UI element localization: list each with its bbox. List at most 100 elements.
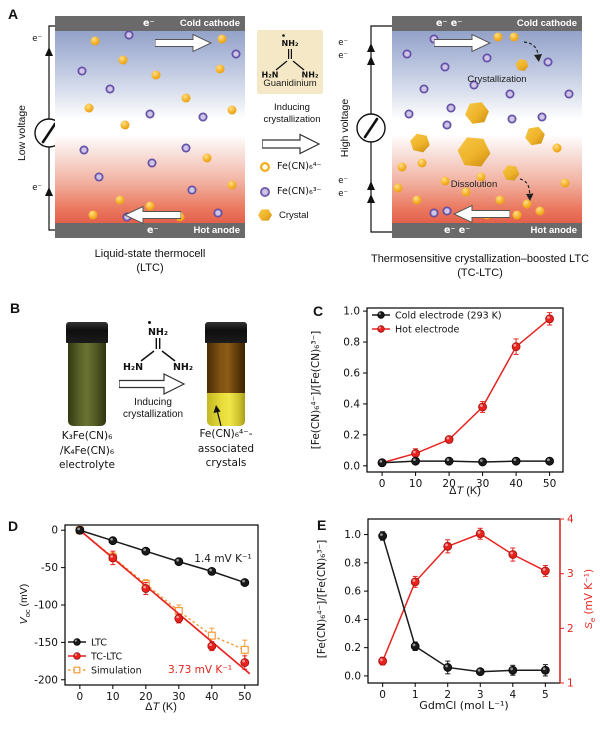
panel-c-xlabel: ΔT (K) (400, 484, 530, 498)
svg-text:0.4: 0.4 (344, 614, 361, 626)
nh2-right-label: NH₂ (302, 71, 319, 79)
ferricyanide-ion (429, 34, 439, 44)
legend-item-ferricyanide: Fe(CN)₆³⁻ (260, 186, 322, 197)
ferricyanide-ion (537, 112, 547, 122)
high-voltage-label: High voltage (339, 98, 351, 158)
ltc-caption-line2: (LTC) (136, 262, 164, 274)
ferrocyanide-ion (522, 199, 532, 209)
svg-text:-200: -200 (34, 674, 58, 686)
ylabel-part: oc (23, 609, 33, 618)
cold-cathode-bar: e⁻ e⁻ Cold cathode (392, 16, 582, 31)
hot-anode-bar: e⁻ e⁻ Hot anode (392, 223, 582, 238)
svg-text:1: 1 (567, 678, 574, 690)
panel-label-e: E (317, 517, 327, 533)
ferrocyanide-ion (118, 55, 128, 65)
ferrocyanide-ion (417, 158, 427, 168)
svg-text:50: 50 (238, 691, 251, 703)
crystallized-vial-crystals (207, 393, 245, 426)
crystallization-label: crystallization (263, 114, 321, 125)
voltmeter-icon (356, 113, 386, 143)
ylabel-part: e (588, 617, 598, 623)
ferrocyanide-ion (84, 103, 94, 113)
ferricyanide-ion (482, 53, 492, 63)
inducing-arrow (262, 133, 321, 155)
ltc-electrolyte (55, 30, 245, 223)
xlabel-part: Δ (145, 701, 153, 713)
ferrocyanide-ion (151, 70, 161, 80)
svg-text:0.2: 0.2 (343, 429, 360, 441)
guanidinium-box: NH₂ H₂N NH₂ Guanidinium (257, 30, 323, 94)
nh2-top-label: NH₂ (148, 327, 168, 338)
cold-cathode-label: Cold cathode (516, 18, 577, 29)
inducing-arrow-b (119, 373, 186, 395)
ferricyanide-ion (404, 109, 414, 119)
ferricyanide-ion (564, 89, 574, 99)
svg-text:40: 40 (509, 478, 522, 490)
plot-frame (366, 307, 564, 473)
svg-text:0.8: 0.8 (343, 337, 360, 349)
electron-arrow-up-icon (45, 187, 53, 196)
electron-arrow-up-icon (367, 56, 375, 65)
svg-text:50: 50 (543, 478, 556, 490)
xlabel-part: T (152, 701, 160, 713)
svg-text:20: 20 (442, 478, 455, 490)
ferricyanide-ion (77, 66, 87, 76)
chart-C-svg: 0 10 20 30 40 50 0.0 0.2 0.4 0.6 0.8 1.0 Cold electr… (343, 306, 564, 490)
ferricyanide-ion (505, 89, 515, 99)
svg-text:1: 1 (412, 689, 419, 701)
svg-text:0: 0 (379, 689, 386, 701)
svg-text:-150: -150 (34, 637, 58, 649)
crystallization-arrow (523, 41, 542, 62)
electrolyte-vial-label: K₃Fe(CN)₆ /K₄Fe(CN)₆ electrolyte (37, 429, 137, 473)
radical-dot-icon (148, 321, 151, 324)
panel-label-d: D (8, 518, 19, 534)
svg-text:3: 3 (477, 689, 484, 701)
series-cold-electrode-293-k- (377, 456, 554, 468)
ferricyanide-ion (469, 80, 479, 90)
ferrocyanide-ion (227, 180, 237, 190)
electron-label: e⁻ e⁻ (436, 18, 463, 29)
tc-ltc-caption-line2: (TC-LTC) (457, 267, 503, 279)
svg-text:40: 40 (205, 691, 218, 703)
inducing-label: Inducing (134, 397, 172, 408)
inducing-label: Inducing (274, 102, 310, 113)
electron-label: e⁻ (338, 38, 348, 48)
chart-annotation: 3.73 mV K⁻¹ (168, 664, 232, 676)
vial-cap (205, 322, 247, 343)
ferricyanide-ion (122, 212, 132, 222)
chart-annotation: 1.4 mV K⁻¹ (194, 553, 251, 565)
panel-label-b: B (10, 300, 21, 316)
ylabel-part: (mV K⁻¹) (583, 568, 595, 618)
crystallization-annotation: Crystallization (467, 74, 527, 85)
legend-item-crystal: Crystal (258, 209, 309, 221)
legend-item-ferrocyanide: Fe(CN)₆⁴⁻ (260, 161, 322, 172)
legend-label: Fe(CN)₆³⁻ (277, 186, 322, 197)
panel-c-chart: 0 10 20 30 40 50 0.0 0.2 0.4 0.6 0.8 1.0 Cold electr… (330, 300, 590, 492)
ferrocyanide-ion (560, 178, 570, 188)
tc-ltc-caption-line1: Thermosensitive crystallization–boosted … (370, 253, 590, 265)
svg-text:30: 30 (172, 691, 185, 703)
ferricyanide-ion (187, 185, 197, 195)
ferrocyanide-ion (397, 162, 406, 172)
svg-text:10: 10 (409, 478, 422, 490)
crystal (409, 132, 432, 154)
panel-e-xlabel: GdmCl (mol L⁻¹) (419, 699, 509, 712)
ferrocyanide-ion (461, 187, 471, 197)
label-line: /K₄Fe(CN)₆ (59, 444, 115, 457)
electron-label: e⁻ (147, 225, 159, 236)
dissolution-arrow (519, 178, 534, 201)
ferrocyanide-ion (215, 64, 225, 74)
svg-text:TC-LTC: TC-LTC (90, 652, 123, 663)
ylabel-part: V (18, 617, 30, 625)
svg-text:-100: -100 (34, 600, 58, 612)
panel-d-chart: 0 10 20 30 40 50 0 -50 -100 -150 -200 LTC TC-LTC Simu… (30, 515, 280, 715)
ferrocyanide-ion (476, 172, 486, 182)
svg-text:1.0: 1.0 (343, 306, 360, 318)
crystallization-label: crystallization (122, 409, 184, 420)
radical-dot-icon (282, 34, 285, 37)
svg-text:Hot electrode: Hot electrode (395, 325, 460, 336)
svg-text:30: 30 (476, 478, 489, 490)
ferrocyanide-ion (90, 36, 100, 46)
h2n-label: H₂N (262, 71, 279, 79)
